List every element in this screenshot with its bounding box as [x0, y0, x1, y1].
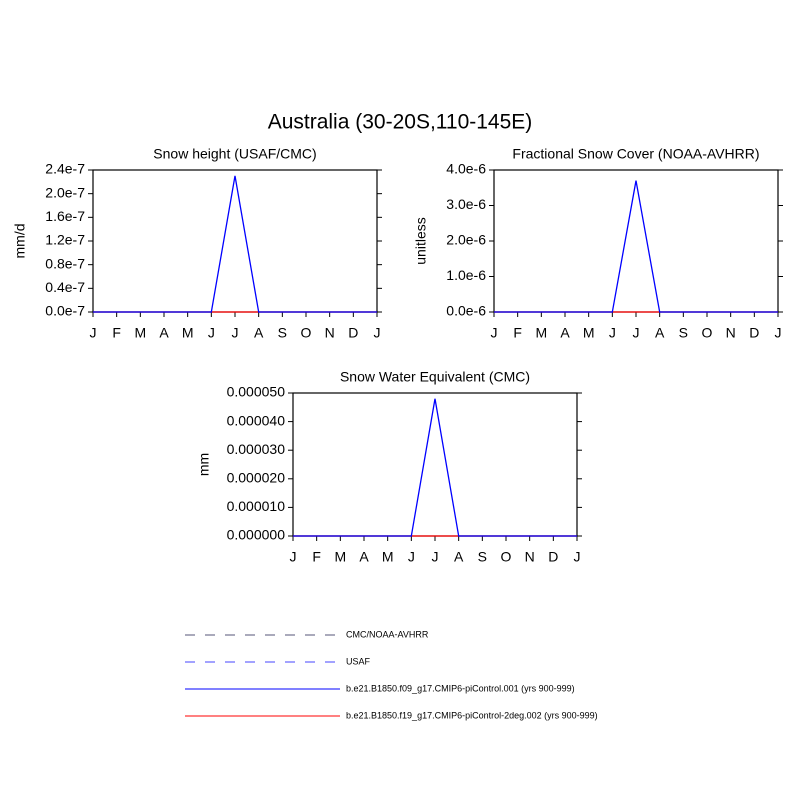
y-tick-label: 2.4e-7 [45, 161, 85, 177]
y-tick-label: 1.0e-6 [446, 267, 486, 283]
x-tick-label: O [702, 325, 713, 341]
x-tick-label: A [560, 325, 570, 341]
x-tick-label: J [633, 325, 640, 341]
x-tick-label: A [454, 549, 464, 565]
y-tick-label: 0.000010 [227, 498, 286, 514]
x-tick-label: J [232, 325, 239, 341]
y-tick-label: 2.0e-7 [45, 184, 85, 200]
x-tick-label: J [775, 325, 782, 341]
y-tick-label: 0.0e-7 [45, 303, 85, 319]
x-tick-label: J [208, 325, 215, 341]
y-tick-label: 4.0e-6 [446, 161, 486, 177]
y-axis-label: mm [196, 453, 212, 476]
x-tick-label: A [655, 325, 665, 341]
x-tick-label: A [159, 325, 169, 341]
x-tick-label: N [525, 549, 535, 565]
x-tick-label: S [278, 325, 287, 341]
y-axis-label: mm/d [12, 224, 28, 259]
x-tick-label: J [574, 549, 581, 565]
y-tick-label: 0.000020 [227, 470, 286, 486]
y-tick-label: 0.000040 [227, 412, 286, 428]
y-tick-label: 1.2e-7 [45, 232, 85, 248]
figure-title: Australia (30-20S,110-145E) [268, 111, 533, 134]
x-tick-label: A [359, 549, 369, 565]
x-tick-label: F [312, 549, 321, 565]
x-tick-label: J [491, 325, 498, 341]
x-tick-label: J [432, 549, 439, 565]
series-line [293, 398, 577, 537]
series-line [494, 180, 778, 313]
plot-frame [92, 169, 378, 313]
legend-label: b.e21.B1850.f09_g17.CMIP6-piControl.001 … [346, 683, 575, 693]
subplot-title: Snow Water Equivalent (CMC) [340, 369, 530, 385]
x-tick-label: D [749, 325, 759, 341]
x-tick-label: O [301, 325, 312, 341]
y-tick-label: 0.000030 [227, 441, 286, 457]
y-tick-label: 1.6e-7 [45, 208, 85, 224]
x-tick-label: J [374, 325, 381, 341]
x-tick-label: M [382, 549, 394, 565]
x-tick-label: O [501, 549, 512, 565]
y-tick-label: 3.0e-6 [446, 196, 486, 212]
x-tick-label: M [182, 325, 194, 341]
x-tick-label: J [609, 325, 616, 341]
subplot-title: Fractional Snow Cover (NOAA-AVHRR) [512, 146, 759, 162]
x-tick-label: M [334, 549, 346, 565]
y-tick-label: 0.8e-7 [45, 255, 85, 271]
plot-frame [292, 392, 578, 537]
series-line [93, 175, 377, 313]
subplot-title: Snow height (USAF/CMC) [153, 146, 316, 162]
legend-label: b.e21.B1850.f19_g17.CMIP6-piControl-2deg… [346, 710, 598, 720]
x-tick-label: M [583, 325, 595, 341]
y-tick-label: 0.000050 [227, 384, 286, 400]
y-tick-label: 2.0e-6 [446, 232, 486, 248]
y-axis-label: unitless [413, 217, 429, 264]
y-tick-label: 0.000000 [227, 527, 286, 543]
x-tick-label: S [679, 325, 688, 341]
legend-label: CMC/NOAA-AVHRR [346, 629, 429, 639]
x-tick-label: M [134, 325, 146, 341]
x-tick-label: D [348, 325, 358, 341]
x-tick-label: N [325, 325, 335, 341]
x-tick-label: N [726, 325, 736, 341]
x-tick-label: F [513, 325, 522, 341]
legend-label: USAF [346, 656, 371, 666]
plot-frame [493, 169, 779, 313]
x-tick-label: J [290, 549, 297, 565]
y-tick-label: 0.0e-6 [446, 303, 486, 319]
x-tick-label: J [408, 549, 415, 565]
x-tick-label: A [254, 325, 264, 341]
x-tick-label: F [112, 325, 121, 341]
x-tick-label: M [535, 325, 547, 341]
x-tick-label: J [90, 325, 97, 341]
x-tick-label: S [478, 549, 487, 565]
x-tick-label: D [548, 549, 558, 565]
y-tick-label: 0.4e-7 [45, 279, 85, 295]
